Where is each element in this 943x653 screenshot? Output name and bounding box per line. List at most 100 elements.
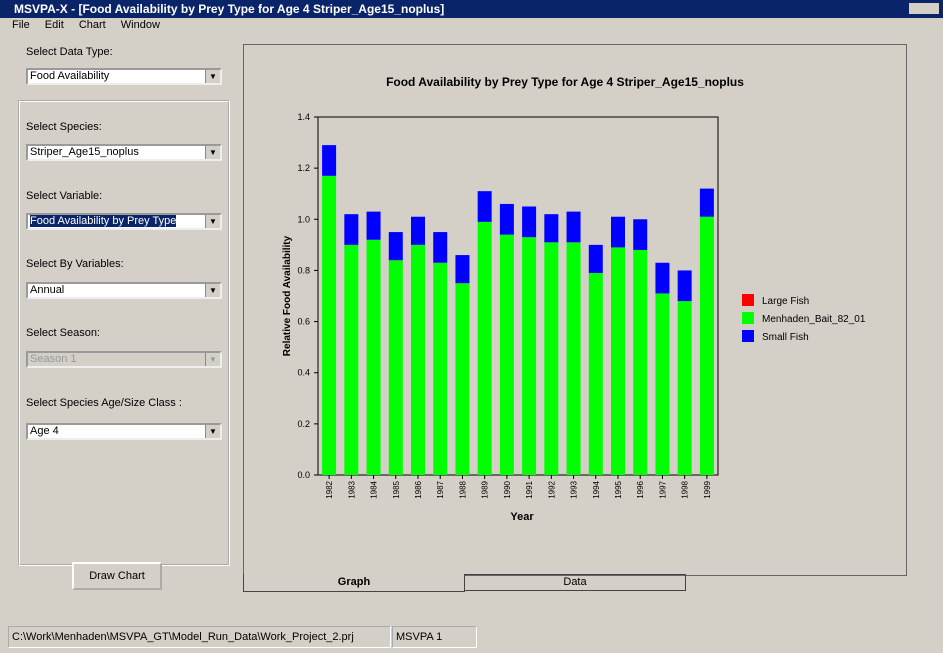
dropdown[interactable]: Age 4 ▼ — [26, 423, 222, 440]
x-tick-label: 1982 — [325, 480, 334, 498]
x-tick-label: 1989 — [481, 480, 490, 498]
x-tick-label: 1992 — [547, 480, 556, 498]
menu-bar: File Edit Chart Window — [0, 18, 943, 33]
bar-segment — [699, 188, 714, 217]
bar-segment — [677, 270, 692, 302]
bar-segment — [499, 234, 514, 475]
dropdown-arrow[interactable]: ▼ — [205, 284, 220, 297]
bar-segment — [388, 260, 403, 475]
y-tick-label: 1.0 — [297, 214, 310, 224]
bar-segment — [611, 247, 625, 475]
dropdown-value: Striper_Age15_noplus — [30, 146, 139, 158]
legend-swatch — [742, 330, 754, 342]
y-tick-label: 0.4 — [297, 368, 310, 378]
label: Select Species Age/Size Class : — [26, 397, 182, 409]
dropdown-arrow[interactable]: ▼ — [205, 215, 220, 228]
y-tick-label: 0.0 — [297, 470, 310, 480]
bar-segment — [544, 242, 559, 475]
x-tick-label: 1996 — [636, 480, 645, 498]
x-tick-label: 1987 — [436, 480, 445, 498]
bar-segment — [655, 293, 670, 475]
y-tick-label: 0.6 — [297, 317, 310, 327]
legend-label: Small Fish — [762, 332, 809, 343]
x-tick-label: 1988 — [458, 480, 467, 498]
x-axis-label: Year — [510, 511, 534, 523]
tab-active[interactable]: Graph — [243, 574, 465, 592]
bar-segment — [633, 219, 648, 250]
x-tick-label: 1993 — [570, 480, 579, 498]
x-tick-label: 1991 — [525, 480, 534, 498]
x-tick-label: 1985 — [392, 480, 401, 498]
status-panel: C:\Work\Menhaden\MSVPA_GT\Model_Run_Data… — [8, 626, 391, 648]
bar-segment — [611, 216, 625, 248]
bar-segment — [322, 175, 337, 476]
dropdown-value: Annual — [30, 284, 65, 296]
y-tick-label: 0.2 — [297, 419, 310, 429]
status-panel: MSVPA 1 — [392, 626, 477, 648]
dropdown[interactable]: Food Availability by Prey Type ▼ — [26, 213, 222, 230]
x-tick-label: 1997 — [658, 480, 667, 498]
menu-item[interactable]: Edit — [44, 19, 64, 31]
bar-segment — [344, 214, 359, 245]
dropdown[interactable]: Annual ▼ — [26, 282, 222, 299]
menu-item[interactable]: File — [12, 19, 30, 31]
y-axis-label: Relative Food Availability — [282, 235, 293, 356]
dropdown-value: Food Availability by Prey Type — [30, 215, 177, 227]
draw-chart-button[interactable]: Draw Chart — [72, 562, 162, 590]
x-tick-label: 1995 — [614, 480, 623, 498]
menu-item[interactable]: Chart — [78, 19, 106, 31]
bar-segment — [522, 206, 537, 238]
chart-title: Food Availability by Prey Type for Age 4… — [386, 75, 744, 89]
dropdown-value: Age 4 — [30, 425, 59, 437]
dropdown[interactable]: Food Availability ▼ — [26, 68, 222, 85]
dropdown-value: Food Availability — [30, 70, 110, 82]
label: Select By Variables: — [26, 258, 124, 270]
bar-segment — [588, 244, 603, 273]
dropdown-arrow[interactable]: ▼ — [205, 70, 220, 83]
bar-segment — [588, 272, 603, 475]
x-tick-label: 1984 — [370, 480, 379, 498]
bar-segment — [322, 145, 337, 176]
bar-segment — [522, 237, 537, 475]
plot-area — [317, 116, 719, 476]
window-buttons[interactable] — [909, 3, 939, 14]
x-tick-label: 1998 — [681, 480, 690, 498]
bar-segment — [366, 239, 381, 475]
bar-segment — [566, 211, 581, 243]
dropdown[interactable]: Striper_Age15_noplus ▼ — [26, 144, 222, 161]
window-title: MSVPA-X - [Food Availability by Prey Typ… — [14, 2, 445, 16]
x-tick-label: 1990 — [503, 480, 512, 498]
bar-segment — [388, 232, 403, 261]
bar-segment — [499, 203, 514, 235]
dropdown-arrow[interactable]: ▼ — [205, 425, 220, 438]
y-tick-label: 1.4 — [297, 112, 310, 122]
bar-segment — [633, 249, 648, 475]
y-tick-label: 1.2 — [297, 163, 310, 173]
legend-label: Large Fish — [762, 296, 809, 307]
menu-item[interactable]: Window — [120, 19, 160, 31]
bar-segment — [655, 262, 670, 294]
legend-swatch — [742, 294, 754, 306]
dropdown-arrow[interactable]: ▼ — [205, 146, 220, 159]
dropdown-value: Season 1 — [30, 353, 77, 365]
label: Select Variable: — [26, 190, 103, 202]
bar-segment — [433, 262, 448, 475]
bar-segment — [677, 301, 692, 475]
dropdown: Season 1 ▼ — [26, 351, 222, 368]
bar-segment — [455, 255, 470, 284]
bar-segment — [477, 221, 492, 475]
bar-segment — [699, 216, 714, 475]
legend-label: Menhaden_Bait_82_01 — [762, 314, 866, 325]
legend-swatch — [742, 312, 754, 324]
bar-segment — [433, 232, 448, 263]
bar-segment — [366, 211, 381, 240]
x-tick-label: 1994 — [592, 480, 601, 498]
tab[interactable]: Data — [464, 574, 686, 591]
dropdown-arrow: ▼ — [205, 353, 220, 366]
bar-segment — [566, 242, 581, 475]
label: Select Data Type: — [26, 46, 113, 58]
bar-segment — [477, 191, 492, 222]
label: Select Season: — [26, 327, 100, 339]
